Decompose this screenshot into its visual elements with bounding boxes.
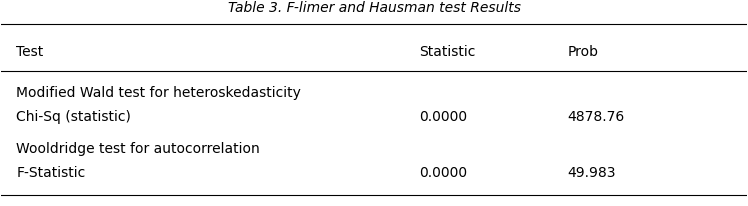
Text: 0.0000: 0.0000 — [419, 110, 467, 124]
Text: F-Statistic: F-Statistic — [16, 166, 85, 180]
Text: Statistic: Statistic — [419, 45, 475, 59]
Text: Table 3. F-limer and Hausman test Results: Table 3. F-limer and Hausman test Result… — [227, 1, 521, 15]
Text: Wooldridge test for autocorrelation: Wooldridge test for autocorrelation — [16, 142, 260, 156]
Text: 0.0000: 0.0000 — [419, 166, 467, 180]
Text: Chi-Sq (statistic): Chi-Sq (statistic) — [16, 110, 131, 124]
Text: 49.983: 49.983 — [568, 166, 616, 180]
Text: 4878.76: 4878.76 — [568, 110, 625, 124]
Text: Test: Test — [16, 45, 43, 59]
Text: Modified Wald test for heteroskedasticity: Modified Wald test for heteroskedasticit… — [16, 86, 301, 100]
Text: Prob: Prob — [568, 45, 598, 59]
